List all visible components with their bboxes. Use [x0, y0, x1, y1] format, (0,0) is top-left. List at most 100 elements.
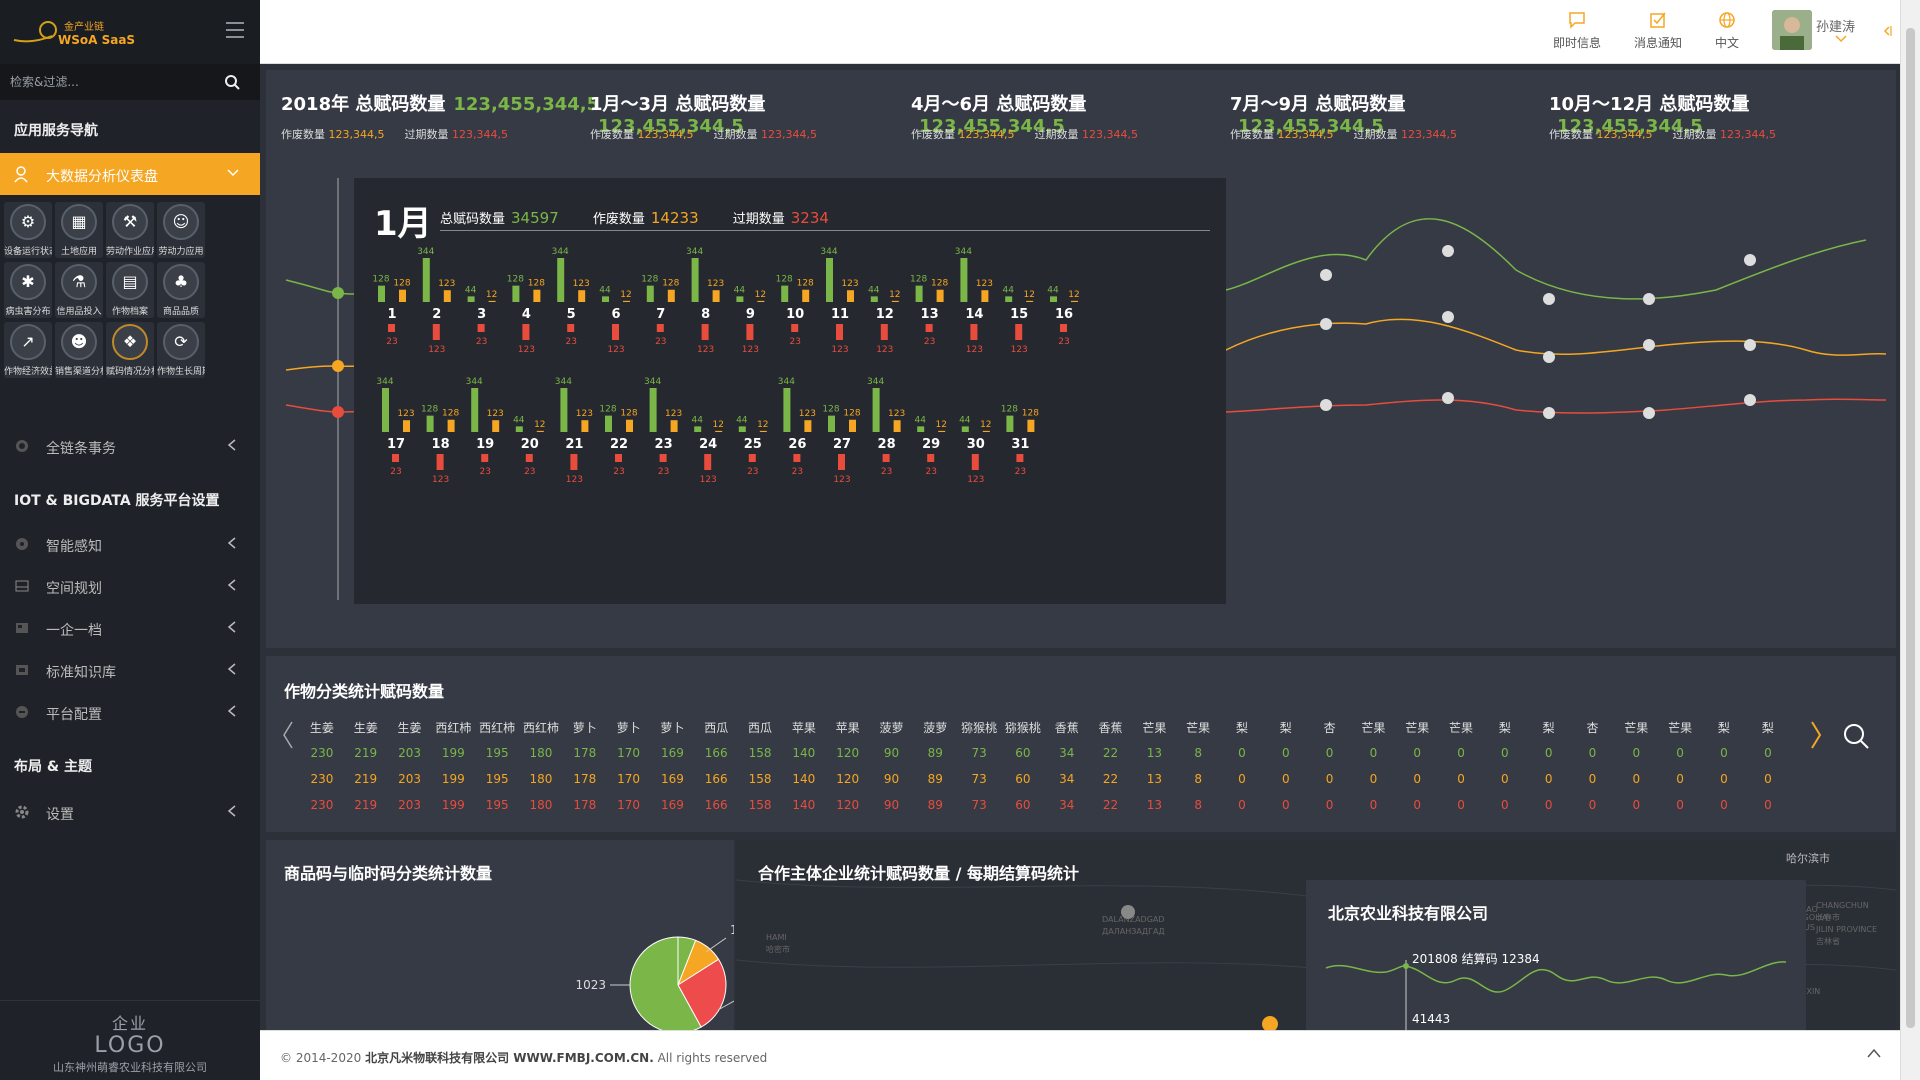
bar-void	[712, 290, 720, 302]
table-cell: 203	[398, 746, 421, 760]
app-tile[interactable]: ⟳ 作物生长周期	[157, 322, 205, 378]
app-tile[interactable]: ▦ 土地应用	[55, 202, 103, 258]
brand-logo[interactable]: 金产业链 WSoA SaaS	[12, 14, 162, 50]
bar-expired	[927, 454, 935, 462]
app-tile[interactable]: ⚙ 设备运行状态	[4, 202, 52, 258]
avatar[interactable]	[1772, 10, 1812, 50]
chevron-right-icon[interactable]	[1810, 720, 1822, 750]
table-header-cell: 芒果	[1142, 720, 1167, 735]
app-tile[interactable]: ▤ 作物档案	[106, 262, 154, 318]
chevron-left-icon[interactable]	[282, 720, 294, 750]
table-cell: 219	[354, 746, 378, 760]
bar-void	[1026, 300, 1034, 302]
app-tile[interactable]: ☺ 劳动力应用	[157, 202, 205, 258]
notification-label: 消息通知	[1633, 36, 1682, 50]
sidebar-item-dashboard[interactable]: 大数据分析仪表盘	[0, 153, 260, 195]
table-cell: 13	[1146, 746, 1162, 760]
sidebar-item-spatial[interactable]: 空间规划	[0, 566, 260, 606]
bar-expired	[748, 454, 756, 462]
table-header-cell: 芒果	[1186, 720, 1211, 735]
bar-total	[605, 415, 612, 432]
table-cell: 0	[1457, 798, 1465, 812]
chevron-down-icon[interactable]	[1834, 34, 1848, 44]
app-tile[interactable]: ⚗ 信用品投入	[55, 262, 103, 318]
data-label-void: 128	[442, 409, 459, 419]
app-tile[interactable]: ⚒ 劳动作业应用	[106, 202, 154, 258]
pie-label: 1023	[575, 978, 606, 992]
data-label-total: 44	[691, 415, 703, 425]
bar-expired	[838, 454, 845, 470]
app-label: 设备运行状态	[4, 247, 52, 257]
sidebar-item-label: 平台配置	[46, 707, 102, 723]
instant-message-button[interactable]: 即时信息	[1542, 10, 1612, 51]
notification-button[interactable]: 消息通知	[1623, 10, 1693, 51]
table-header-cell: 西红柿	[522, 720, 559, 735]
bar-total	[512, 285, 520, 302]
data-label-expired: 23	[1058, 337, 1069, 347]
app-tile[interactable]: ↗ 作物经济效益	[4, 322, 52, 378]
page-scrollbar[interactable]	[1900, 0, 1920, 1080]
table-cell: 0	[1281, 746, 1290, 760]
app-label: 作物生长周期	[157, 367, 205, 377]
hamburger-menu-icon[interactable]	[226, 22, 244, 38]
spark-line	[1325, 961, 1787, 993]
data-label-expired: 123	[1011, 345, 1028, 355]
app-glyph: ☻	[70, 332, 88, 351]
table-cell: 219	[354, 798, 378, 812]
chevron-up-icon[interactable]	[1866, 1047, 1882, 1059]
language-button[interactable]: 中文	[1692, 10, 1762, 51]
search-icon[interactable]	[1842, 722, 1870, 750]
data-label-total: 44	[1002, 285, 1014, 295]
table-header-cell: 生姜	[353, 720, 378, 735]
table-cell: 120	[836, 798, 860, 812]
sidebar-company: 山东神州萌睿农业科技有限公司	[53, 1061, 207, 1074]
data-label-expired: 23	[925, 467, 936, 477]
username[interactable]: 孙建涛	[1816, 20, 1856, 35]
data-label-expired: 123	[833, 475, 850, 485]
copyright: © 2014-2020 北京凡米物联科技有限公司 WWW.FMBJ.COM.CN…	[280, 1051, 768, 1065]
app-glyph: ✱	[21, 272, 35, 291]
table-cell: 169	[660, 746, 684, 760]
table-header-cell: 西瓜	[748, 720, 773, 735]
app-tile[interactable]: ❖ 赋码情况分析	[106, 322, 154, 378]
coding-analysis-icon: ❖	[112, 324, 148, 360]
wave-point	[1543, 351, 1555, 363]
data-label-expired: 123	[432, 475, 449, 485]
data-label-total: 128	[822, 405, 839, 415]
bar-expired	[1015, 324, 1023, 340]
table-cell: 0	[1588, 798, 1597, 812]
data-label-expired: 123	[566, 475, 583, 485]
app-tile[interactable]: ✱ 病虫害分布	[4, 262, 52, 318]
search-icon[interactable]	[224, 74, 240, 90]
search-input[interactable]	[10, 72, 210, 92]
sidebar-item-sensing[interactable]: 智能感知	[0, 524, 260, 564]
sidebar-item-platform-config[interactable]: 平台配置	[0, 692, 260, 732]
scrollbar-thumb[interactable]	[1906, 28, 1915, 1028]
table-cell: 0	[1720, 772, 1728, 786]
bar-total	[646, 285, 654, 302]
basket-icon: ♣	[163, 264, 199, 300]
tick-label-day: 19	[476, 437, 494, 452]
sidebar-item-knowledge[interactable]: 标准知识库	[0, 650, 260, 690]
sidebar-item-full-chain[interactable]: 全链条事务	[0, 426, 260, 466]
app-tile[interactable]: ☻ 销售渠道分析	[55, 322, 103, 378]
sidebar-item-settings[interactable]: 设置	[0, 792, 260, 832]
sidebar-item-enterprise[interactable]: 一企一档	[0, 608, 260, 648]
search-bar	[0, 64, 260, 100]
collapse-panel-icon[interactable]	[1880, 24, 1894, 38]
data-label-expired: 23	[386, 337, 397, 347]
table-cell: 0	[1544, 772, 1553, 786]
app-tile[interactable]: ♣ 商品品质	[157, 262, 205, 318]
table-cell: 0	[1676, 746, 1684, 760]
table-cell: 230	[310, 746, 334, 760]
bar-expired	[880, 324, 888, 340]
table-cell: 180	[529, 772, 553, 786]
tick-label-day: 26	[788, 437, 806, 452]
data-label-expired: 23	[476, 337, 487, 347]
bar-total	[915, 285, 923, 302]
data-label-expired: 123	[831, 345, 848, 355]
bar-total	[602, 296, 609, 302]
tick-label-day: 5	[567, 307, 576, 322]
bar-void	[804, 420, 812, 432]
table-cell: 0	[1544, 798, 1553, 812]
